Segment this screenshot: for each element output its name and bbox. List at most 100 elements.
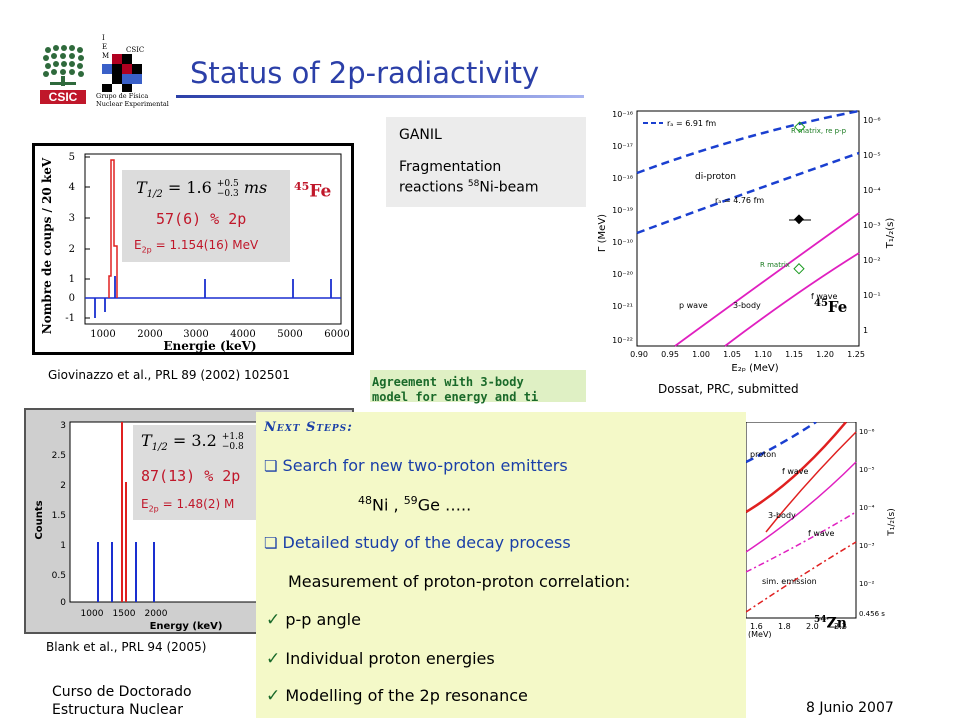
svg-text:2: 2	[69, 244, 75, 255]
svg-text:3: 3	[69, 213, 75, 224]
svg-text:f wave: f wave	[808, 529, 835, 538]
blank-caption: Blank et al., PRL 94 (2005)	[46, 640, 207, 654]
footer-date: 8 Junio 2007	[806, 700, 894, 716]
svg-text:10⁻¹⁸: 10⁻¹⁸	[612, 174, 633, 183]
svg-text:10⁻⁵: 10⁻⁵	[859, 466, 875, 474]
svg-text:rₐ = 4.76 fm: rₐ = 4.76 fm	[715, 196, 764, 205]
svg-text:f wave: f wave	[811, 292, 838, 301]
svg-text:4000: 4000	[230, 329, 255, 340]
svg-text:1.15: 1.15	[785, 350, 803, 359]
svg-text:3-body: 3-body	[768, 511, 796, 520]
svg-text:1: 1	[69, 274, 75, 285]
svg-text:Grupo de Física: Grupo de Física	[96, 92, 148, 100]
svg-text:0.90: 0.90	[630, 350, 648, 359]
svg-text:0: 0	[69, 293, 75, 304]
svg-text:2000: 2000	[137, 329, 162, 340]
next-step-search-text: Search for new two-proton emitters	[282, 456, 568, 475]
svg-text:Nuclear Experimental: Nuclear Experimental	[96, 100, 169, 108]
svg-text:1.10: 1.10	[754, 350, 772, 359]
fe45-halflife-box: T1/2 = 1.6 +0.5 −0.3 ms 57(6) % 2p E2p =…	[122, 170, 290, 262]
zn54-2p-branching: 87(13) % 2p	[141, 467, 241, 485]
footer-course-line2: Estructura Nuclear	[52, 702, 183, 718]
ganil-title: GANIL	[399, 127, 442, 143]
fe45-nucleus-label: 45Fe	[294, 180, 332, 202]
fe45-theory-plot: 10⁻¹⁶ 10⁻¹⁷ 10⁻¹⁸ 10⁻¹⁹ 10⁻¹⁰ 10⁻²⁰ 10⁻²…	[595, 103, 900, 375]
agreement-note: Agreement with 3-body model for energy a…	[370, 370, 586, 404]
svg-text:0: 0	[60, 598, 66, 608]
next-step-check-energies: ✓ Individual proton energies	[266, 649, 495, 669]
svg-text:4: 4	[69, 182, 75, 193]
zn54-e2p: E2p = 1.48(2) M	[141, 497, 235, 514]
svg-text:10⁻²⁰: 10⁻²⁰	[612, 270, 633, 279]
svg-text:1500: 1500	[113, 609, 136, 619]
svg-text:1.6: 1.6	[750, 622, 763, 631]
check-pp-angle-text: p-p angle	[285, 610, 361, 629]
square-bullet-icon: ❏	[264, 457, 278, 475]
svg-text:R matrix, re p-p: R matrix, re p-p	[791, 127, 847, 135]
svg-text:1.20: 1.20	[816, 350, 834, 359]
svg-text:(MeV): (MeV)	[748, 630, 772, 638]
svg-text:10⁻¹⁰: 10⁻¹⁰	[612, 238, 633, 247]
svg-text:T₁/₂(s): T₁/₂(s)	[887, 508, 897, 536]
check-icon: ✓	[266, 610, 281, 630]
fe45-halflife-formula: T1/2 = 1.6 +0.5 −0.3 ms	[136, 178, 268, 201]
svg-text:2000: 2000	[145, 609, 168, 619]
dossat-caption: Dossat, PRC, submitted	[658, 382, 799, 396]
svg-text:E: E	[102, 43, 107, 51]
ganil-line3: reactions 58Ni-beam	[399, 179, 539, 196]
svg-text:5: 5	[69, 152, 75, 163]
zn54-theory-nucleus-label: 54Zn	[814, 615, 847, 632]
svg-text:10⁻²: 10⁻²	[859, 580, 875, 588]
svg-text:2: 2	[60, 481, 66, 491]
fe45-2p-branching: 57(6) % 2p	[156, 210, 247, 228]
svg-text:1: 1	[863, 326, 868, 335]
svg-text:1: 1	[60, 541, 66, 551]
svg-text:10⁻⁶: 10⁻⁶	[859, 428, 875, 436]
agreement-line2: model for energy and ti	[372, 390, 539, 404]
next-step-item-search: ❏ Search for new two-proton emitters	[264, 456, 568, 475]
giovinazzo-caption: Giovinazzo et al., PRL 89 (2002) 102501	[48, 368, 290, 382]
svg-text:1000: 1000	[90, 329, 115, 340]
svg-text:2.0: 2.0	[806, 622, 819, 631]
svg-text:10⁻¹: 10⁻¹	[863, 291, 881, 300]
svg-text:E₂ₚ (MeV): E₂ₚ (MeV)	[731, 363, 778, 374]
svg-text:10⁻²: 10⁻²	[863, 256, 881, 265]
svg-text:10⁻¹⁷: 10⁻¹⁷	[612, 142, 633, 151]
check-modelling-text: Modelling of the 2p resonance	[285, 686, 528, 705]
svg-text:f wave: f wave	[782, 467, 809, 476]
next-step-measurement: Measurement of proton-proton correlation…	[288, 572, 631, 591]
svg-text:Nombre de coups / 20 keV: Nombre de coups / 20 keV	[40, 157, 54, 334]
page-title: Status of 2p-radiactivity	[190, 56, 540, 90]
svg-text:0.5: 0.5	[52, 571, 66, 581]
ganil-line2: Fragmentation	[399, 159, 502, 175]
svg-text:T₁/₂(s): T₁/₂(s)	[885, 218, 896, 250]
svg-text:0.95: 0.95	[661, 350, 679, 359]
svg-text:1.00: 1.00	[692, 350, 710, 359]
svg-text:proton: proton	[750, 450, 776, 459]
svg-text:10⁻²²: 10⁻²²	[612, 336, 633, 345]
next-step-item-detailed: ❏ Detailed study of the decay process	[264, 533, 571, 552]
svg-text:10⁻⁵: 10⁻⁵	[863, 151, 881, 160]
next-steps-panel	[256, 412, 746, 718]
svg-text:3-body: 3-body	[733, 301, 761, 310]
csic-logo: CSIC	[38, 42, 88, 106]
svg-text:CSIC: CSIC	[126, 46, 144, 54]
svg-text:0.456 s: 0.456 s	[859, 610, 885, 618]
check-energies-text: Individual proton energies	[285, 649, 495, 668]
square-bullet-icon: ❏	[264, 534, 278, 552]
svg-text:6000: 6000	[324, 329, 349, 340]
agreement-line1: Agreement with 3-body	[372, 375, 524, 389]
svg-text:Counts: Counts	[34, 500, 45, 539]
footer-course-line1: Curso de Doctorado	[52, 684, 192, 700]
svg-text:3: 3	[60, 421, 66, 431]
svg-text:Γ (MeV): Γ (MeV)	[597, 214, 608, 252]
svg-text:10⁻²¹: 10⁻²¹	[612, 302, 633, 311]
iem-logo: I E M CSIC Grupo de Física Nuclear Exper…	[96, 30, 176, 110]
svg-text:-1: -1	[65, 313, 75, 324]
next-step-candidates: 48Ni , 59Ge …..	[358, 494, 472, 515]
svg-text:10⁻⁴: 10⁻⁴	[863, 186, 881, 195]
next-step-detailed-text: Detailed study of the decay process	[282, 533, 571, 552]
svg-text:rₐ = 6.91 fm: rₐ = 6.91 fm	[667, 119, 716, 128]
svg-text:CSIC: CSIC	[49, 90, 78, 104]
title-underline	[176, 95, 584, 98]
